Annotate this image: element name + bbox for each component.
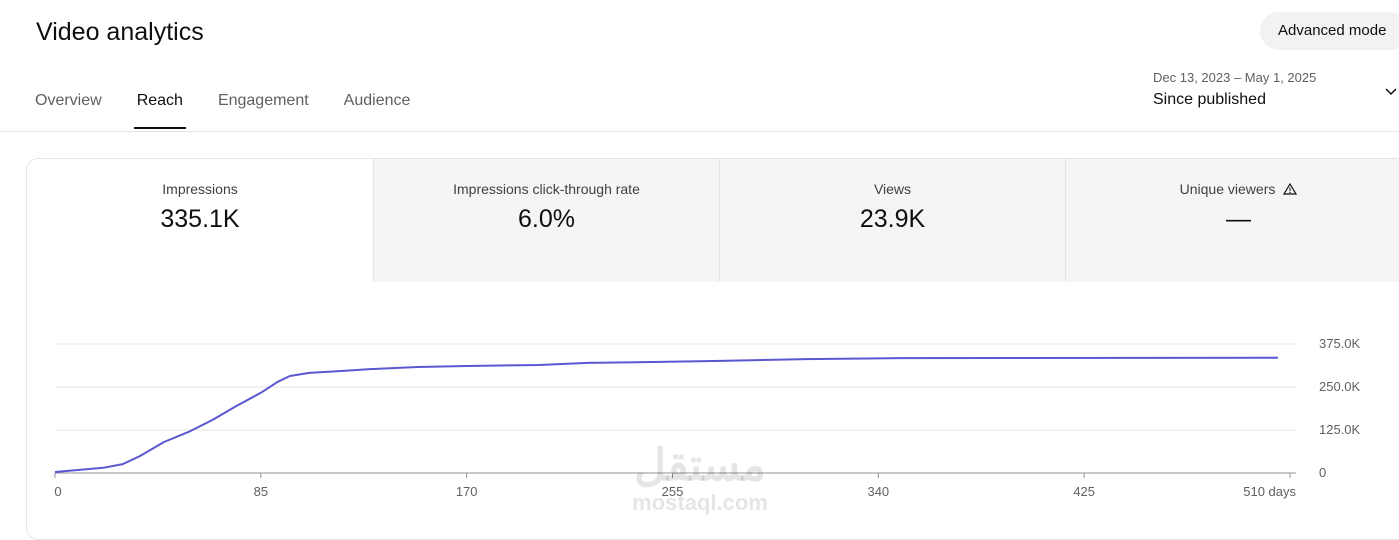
- advanced-mode-button[interactable]: Advanced mode: [1260, 12, 1399, 50]
- metric-tile[interactable]: Views 23.9K: [719, 159, 1065, 282]
- x-tick-label: 340: [867, 484, 889, 499]
- x-tick-label: 255: [662, 484, 684, 499]
- metric-value: 6.0%: [518, 205, 575, 233]
- metric-row: Impressions 335.1K Impressions click-throu…: [27, 159, 1399, 282]
- x-tick-label: 425: [1073, 484, 1095, 499]
- x-tick-label: 510 days: [1243, 484, 1296, 499]
- x-tick-label: 85: [254, 484, 268, 499]
- watermark: مستقل: [634, 441, 766, 490]
- metric-tile[interactable]: Unique viewers —: [1065, 159, 1399, 282]
- analytics-card: Impressions 335.1K Impressions click-throu…: [26, 158, 1399, 540]
- tab[interactable]: Engagement: [217, 92, 309, 109]
- y-tick-label: 125.0K: [1319, 422, 1361, 437]
- metric-value: 23.9K: [859, 205, 926, 233]
- tab[interactable]: Overview: [35, 92, 102, 109]
- metric-tile[interactable]: Impressions click-through rate 6.0%: [373, 159, 719, 282]
- tab[interactable]: Audience: [343, 92, 411, 109]
- x-tick-label: 170: [456, 484, 478, 499]
- metric-label: Unique viewers: [1066, 181, 1399, 197]
- metric-value: 335.1K: [160, 205, 240, 233]
- date-range[interactable]: Dec 13, 2023 – May 1, 2025: [1153, 70, 1317, 85]
- page: Video analytics Advanced mode Overview Re…: [0, 12, 1399, 540]
- dropdown-chevron[interactable]: [1384, 86, 1398, 98]
- metric-label: Impressions click-through rate: [453, 181, 640, 197]
- data-line: [54, 356, 1278, 473]
- chart: 0 125.0K 250.0K 375.0K 0 85 170 255 340 425 510 da…: [54, 336, 1361, 515]
- metric-value: —: [1226, 205, 1251, 233]
- tab[interactable]: Reach: [133, 92, 187, 130]
- metric-label: Views: [873, 181, 912, 197]
- y-tick-label: 250.0K: [1319, 379, 1361, 394]
- tab-bar: Overview Reach Engagement Audience: [0, 92, 410, 130]
- page-title: Video analytics: [36, 18, 204, 46]
- y-tick-label: 375.0K: [1319, 336, 1361, 351]
- x-tick-label: 0: [54, 484, 61, 499]
- date-range-label[interactable]: Since published: [1153, 91, 1266, 108]
- warning-icon: [1283, 182, 1298, 195]
- y-tick-label: 0: [1319, 465, 1326, 480]
- divider: [0, 131, 1399, 132]
- metric-tile[interactable]: Impressions 335.1K: [27, 159, 373, 282]
- watermark: mostaql.com: [632, 490, 768, 515]
- metric-label: Impressions: [162, 181, 238, 197]
